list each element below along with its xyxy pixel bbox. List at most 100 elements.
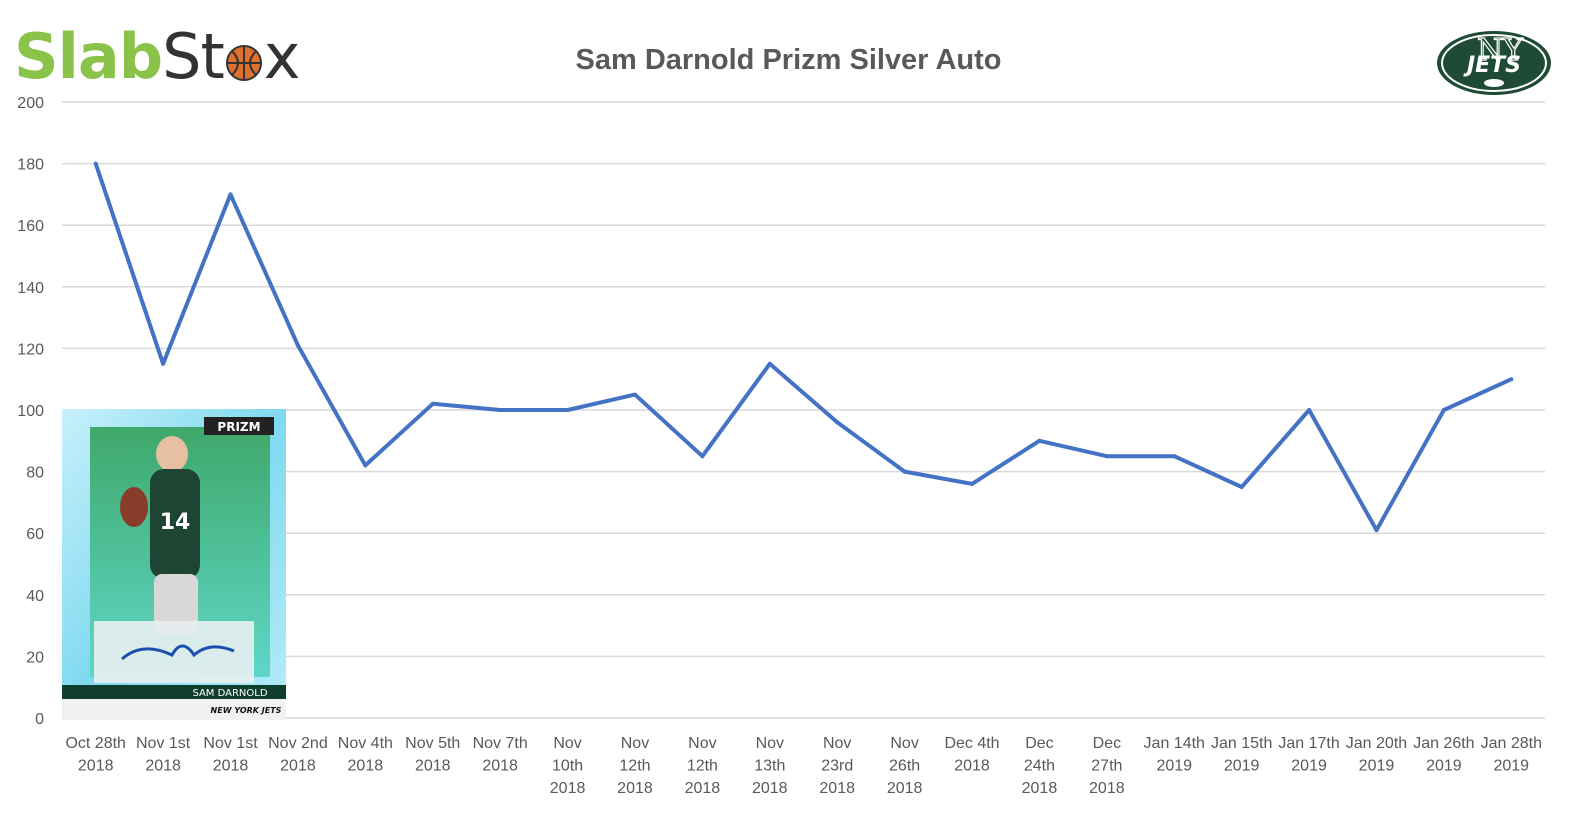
y-tick-label: 180 [17,157,44,174]
x-tick-label-line: 24th [1024,758,1055,775]
data-point [1307,408,1312,412]
x-tick-label-line: Nov 2nd [268,735,328,752]
data-point [363,463,368,468]
x-tick-label-line: Nov 1st [136,735,191,752]
y-tick-label: 20 [26,649,44,666]
x-tick-label-line: 2019 [1224,758,1260,775]
data-point [902,469,907,474]
x-tick-label-line: 12th [687,758,718,775]
x-tick-label-line: Dec [1093,735,1121,752]
card-brand: PRIZM [217,420,260,434]
x-tick-label-line: Nov 7th [473,735,528,752]
y-tick-label: 200 [17,95,44,112]
x-tick-label: Nov 2nd 2018 [268,735,328,775]
y-tick-label: 60 [26,526,44,543]
x-tick-label-line: 2018 [1022,780,1058,797]
x-tick-label-line: 2018 [887,780,923,797]
x-tick-label: Nov 13th 2018 [752,735,788,797]
data-point [1037,438,1042,443]
x-tick-label: Jan 15th 2019 [1211,735,1272,775]
logo-text-x: x [263,20,301,93]
card-player-name: SAM DARNOLD [192,688,267,699]
x-tick-label-line: 23rd [821,758,853,775]
y-tick-label: 80 [26,465,44,482]
x-tick-label-line: 2018 [415,758,451,775]
x-tick-label-line: Nov [621,735,649,752]
y-tick-label: 140 [17,280,44,297]
x-tick-label-line: 2018 [752,780,788,797]
x-tick-label-line: Oct 28th [65,735,125,752]
data-point [1374,528,1379,533]
x-tick-label: Jan 14th 2019 [1144,735,1205,775]
x-tick-label-line: 2018 [819,780,855,797]
data-point [295,343,300,348]
x-tick-label: Dec 4th 2018 [944,735,999,775]
x-tick-label-line: 13th [754,758,785,775]
card-team: NEW YORK JETS [211,706,282,715]
x-tick-label-line: 2018 [78,758,114,775]
data-point [1172,454,1177,459]
data-point [93,161,98,166]
x-tick-label-line: 26th [889,758,920,775]
x-tick-label: Dec 24th 2018 [1022,735,1058,797]
y-tick-label: 0 [35,711,44,728]
data-point [1239,485,1244,489]
x-tick-label-line: Jan 15th [1211,735,1272,752]
logo-text-st: St [162,20,225,93]
x-tick-label-line: 2018 [617,780,653,797]
y-tick-label: 100 [17,403,44,420]
x-tick-label: Nov 1st 2018 [203,735,258,775]
data-point [767,361,772,366]
x-tick-label: Nov 4th 2018 [338,735,393,775]
x-tick-label-line: 10th [552,758,583,775]
jets-logo-monogram: NY [1477,33,1524,68]
x-tick-label: Dec 27th 2018 [1089,735,1125,797]
data-points [93,161,1514,533]
x-tick-label-line: 2018 [213,758,249,775]
data-point [1441,408,1446,412]
data-point [565,408,570,412]
y-tick-label: 120 [17,341,44,358]
data-point [228,192,233,197]
x-tick-label-line: Jan 14th [1144,735,1205,752]
x-tick-label-line: Dec [1025,735,1053,752]
jets-logo-text: JETS [1463,53,1521,78]
x-tick-label: Nov 12th 2018 [685,735,721,797]
x-tick-label-line: Nov [756,735,784,752]
data-point [632,392,637,397]
data-point [1509,377,1514,382]
x-tick-label-line: 2018 [1089,780,1125,797]
x-tick-label-line: Nov 5th [405,735,460,752]
x-tick-label: Nov 1st 2018 [136,735,191,775]
x-tick-label-line: Nov [688,735,716,752]
gridlines [62,101,1545,719]
x-tick-label-line: 2018 [280,758,316,775]
x-tick-label-line: 2019 [1156,758,1192,775]
x-tick-label-line: 27th [1091,758,1122,775]
data-point [1104,454,1109,459]
x-tick-label-line: Jan 28th [1481,735,1542,752]
x-tick-label: Nov 10th 2018 [550,735,586,797]
data-point [835,420,840,425]
jets-logo: NY JETS [1437,31,1551,95]
x-tick-label-line: 2018 [685,780,721,797]
x-tick-label: Nov 5th 2018 [405,735,460,775]
y-tick-label: 40 [26,588,44,605]
x-tick-label-line: Dec 4th [944,735,999,752]
data-point [430,401,435,406]
x-tick-label: Nov 12th 2018 [617,735,653,797]
x-tick-label: Jan 20th 2019 [1346,735,1407,775]
x-tick-label-line: Nov [890,735,918,752]
x-tick-label-line: 2019 [1426,758,1462,775]
x-tick-label-line: 12th [619,758,650,775]
x-tick-label-line: 2019 [1291,758,1327,775]
y-axis-ticks: 0 20 40 60 80 100 120 140 160 180 200 [17,95,44,728]
x-tick-label-line: 2018 [145,758,181,775]
trading-card-image: 14 PRIZM SAM DARNOLD NEW YORK JETS [62,409,286,720]
y-tick-label: 160 [17,218,44,235]
x-tick-label-line: 2018 [954,758,990,775]
x-tick-label-line: 2019 [1359,758,1395,775]
x-tick-label: Jan 28th 2019 [1481,735,1542,775]
x-tick-label-line: Nov 1st [203,735,258,752]
